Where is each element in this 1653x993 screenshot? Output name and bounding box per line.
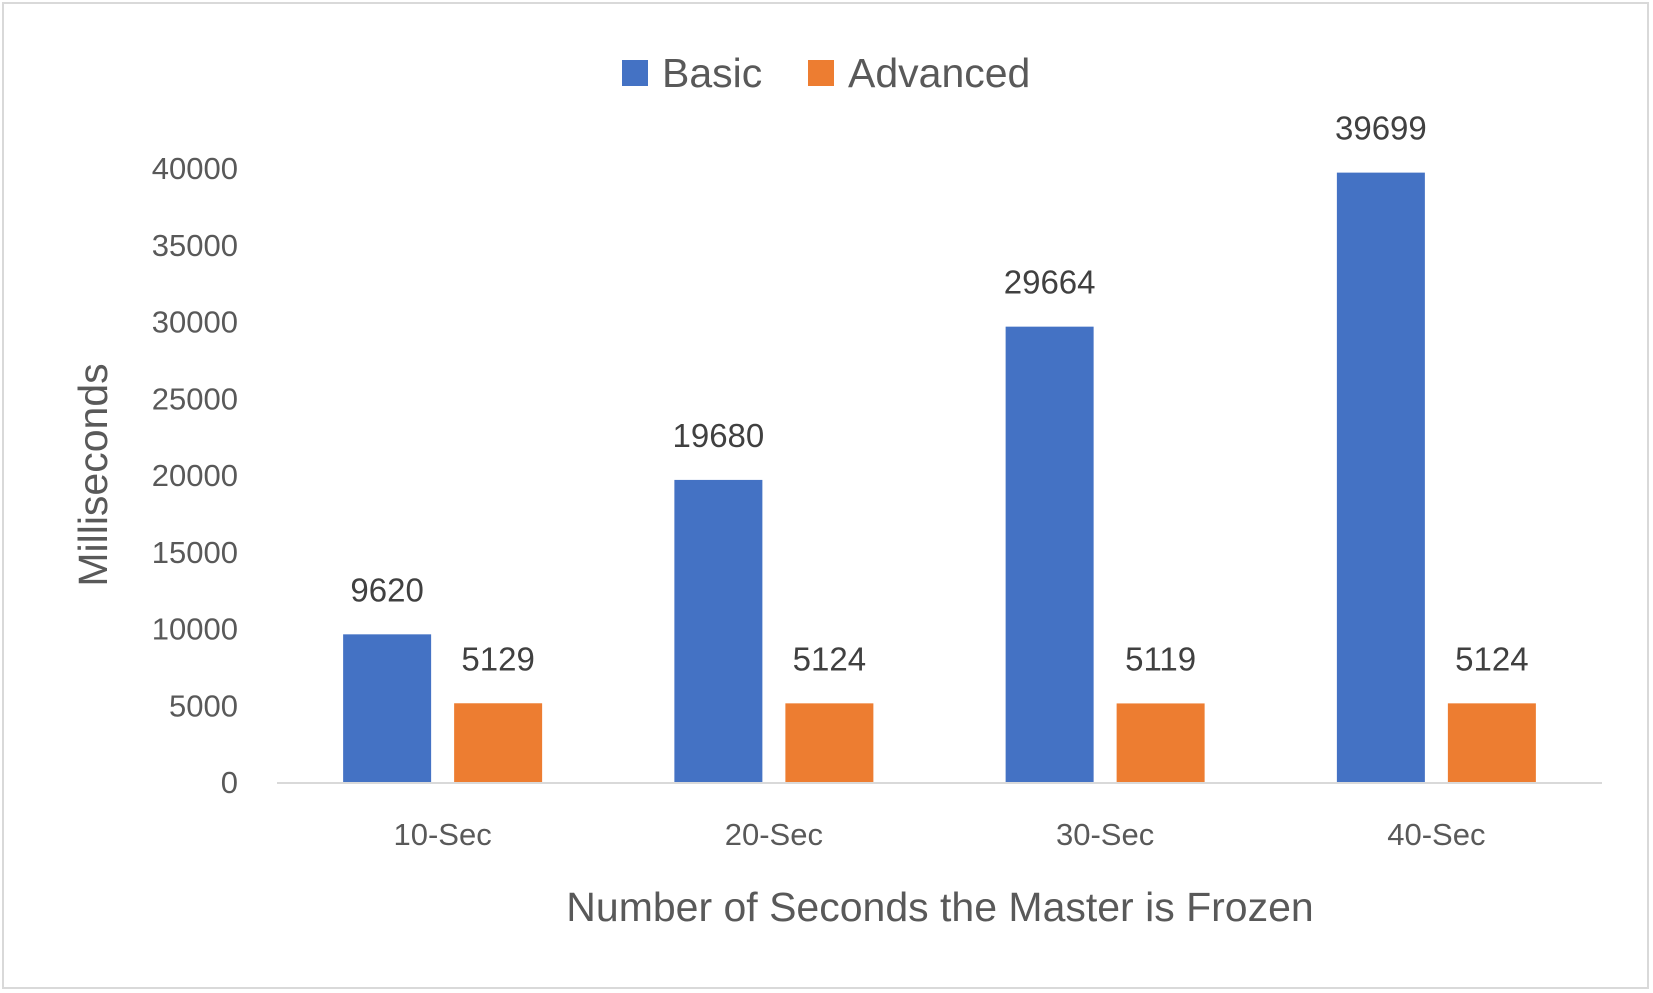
- y-tick-label: 20000: [152, 458, 238, 493]
- y-tick-label: 35000: [152, 228, 238, 263]
- y-tick-label: 30000: [152, 305, 238, 340]
- y-tick-label: 10000: [152, 612, 238, 647]
- y-tick-label: 40000: [152, 151, 238, 186]
- data-label-advanced-40-sec: 5124: [1455, 640, 1528, 677]
- data-label-basic-10-sec: 9620: [350, 571, 423, 608]
- x-tick-label: 40-Sec: [1387, 817, 1485, 852]
- x-tick-label: 10-Sec: [394, 817, 492, 852]
- bar-advanced-10-sec: [454, 703, 543, 782]
- bar-basic-10-sec: [343, 634, 432, 782]
- data-label-advanced-20-sec: 5124: [793, 640, 866, 677]
- legend-label-basic: Basic: [662, 50, 762, 96]
- data-label-basic-30-sec: 29664: [1004, 264, 1096, 301]
- y-axis-title: Milliseconds: [70, 363, 116, 586]
- x-tick-label: 30-Sec: [1056, 817, 1154, 852]
- bar-advanced-20-sec: [785, 703, 874, 782]
- y-axis-ticks: 0 5000 10000 15000 20000 25000 30000 35000 40000: [152, 151, 238, 800]
- data-label-basic-20-sec: 19680: [672, 417, 764, 454]
- data-label-basic-40-sec: 39699: [1335, 110, 1427, 147]
- y-tick-label: 5000: [169, 688, 238, 723]
- legend-swatch-basic: [622, 60, 648, 86]
- y-tick-label: 25000: [152, 381, 238, 416]
- data-labels: 9620 5129 19680 5124 29664 5119 39699 5124: [350, 110, 1528, 678]
- data-label-advanced-10-sec: 5129: [461, 640, 534, 677]
- x-axis-title: Number of Seconds the Master is Frozen: [566, 884, 1313, 930]
- data-label-advanced-30-sec: 5119: [1125, 640, 1196, 677]
- legend-swatch-advanced: [808, 60, 834, 86]
- x-tick-label: 20-Sec: [725, 817, 823, 852]
- y-tick-label: 15000: [152, 535, 238, 570]
- bar-basic-30-sec: [1005, 326, 1094, 782]
- legend-label-advanced: Advanced: [848, 50, 1030, 96]
- y-tick-label: 0: [221, 765, 238, 800]
- bar-basic-40-sec: [1336, 172, 1425, 782]
- bars: [343, 172, 1536, 782]
- bar-basic-20-sec: [674, 479, 763, 782]
- legend: Basic Advanced: [622, 50, 1030, 96]
- bar-advanced-40-sec: [1447, 703, 1536, 782]
- x-axis-ticks: 10-Sec 20-Sec 30-Sec 40-Sec: [394, 817, 1486, 852]
- bar-advanced-30-sec: [1116, 703, 1205, 782]
